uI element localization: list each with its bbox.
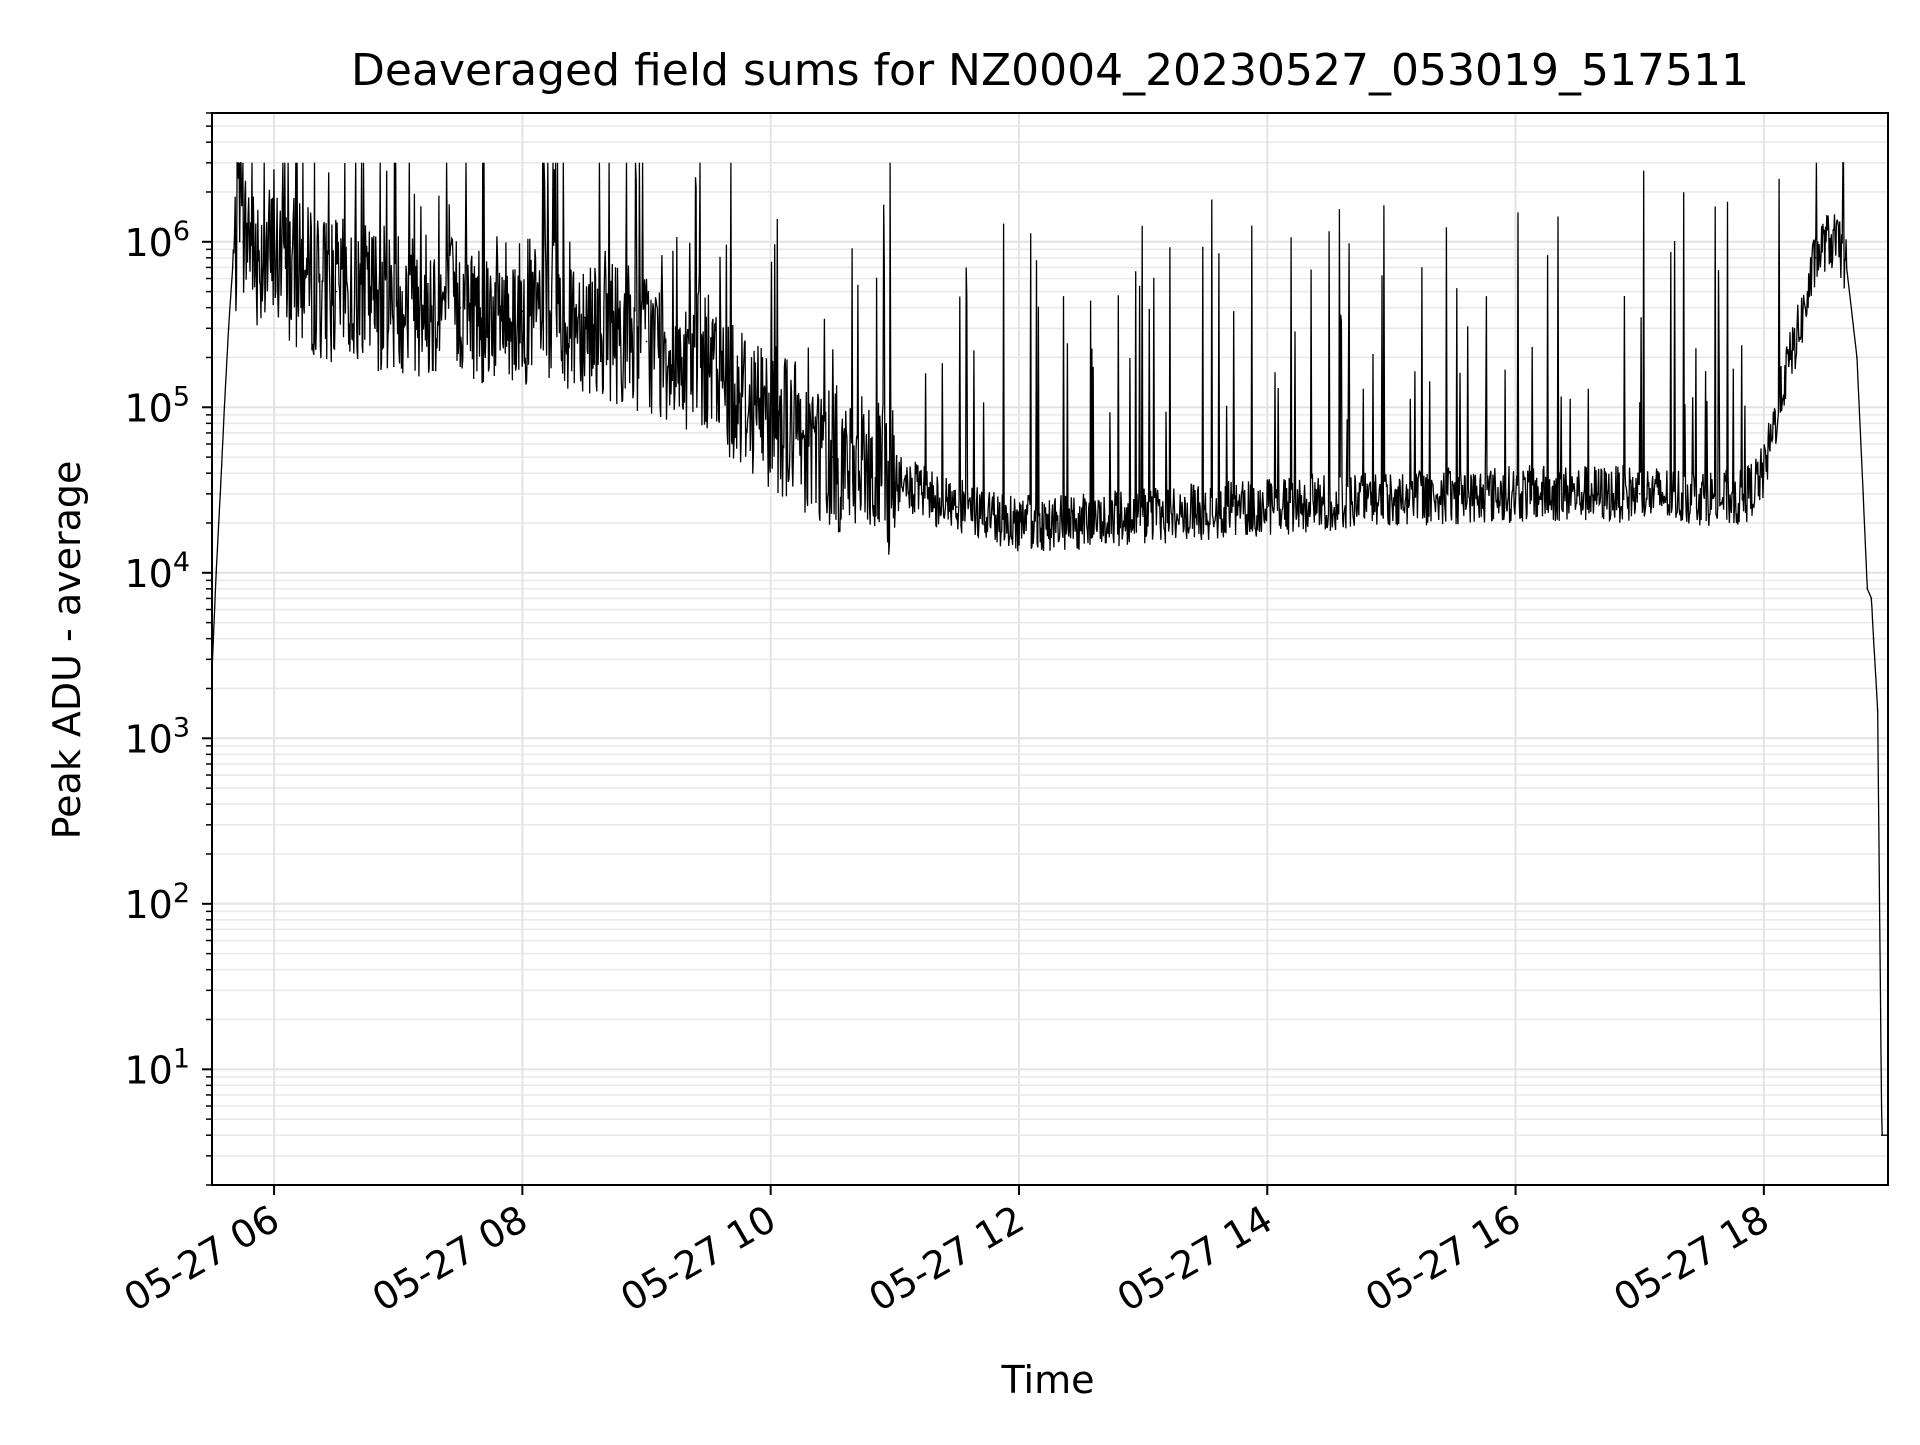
series-line <box>211 162 1888 1136</box>
data-point <box>894 481 896 484</box>
data-point <box>1142 515 1144 517</box>
data-point <box>1870 597 1873 600</box>
x-tick-label: 05-27 12 <box>861 1197 1031 1321</box>
series-layer <box>211 162 1889 1136</box>
labels-layer: 101 102 103 104 105 106 05-27 06 05-27 08 05-27 … <box>117 216 1777 1320</box>
data-point <box>1018 522 1020 524</box>
data-point <box>1856 356 1858 359</box>
x-tick-label: 05-27 14 <box>1110 1197 1280 1321</box>
data-point <box>397 298 400 300</box>
ticks-layer <box>202 112 1765 1195</box>
data-point <box>521 310 524 313</box>
major-grid <box>212 113 1888 1185</box>
data-point <box>645 340 648 343</box>
data-point <box>831 456 834 458</box>
y-tick-label: 102 <box>124 878 190 927</box>
data-point <box>1872 637 1875 640</box>
y-tick-label: 101 <box>124 1043 190 1092</box>
data-point <box>1638 493 1641 495</box>
y-tick-label: 103 <box>124 712 190 761</box>
data-point <box>252 248 255 251</box>
x-tick-label: 05-27 16 <box>1358 1197 1528 1321</box>
data-point <box>227 327 230 330</box>
data-point <box>1845 266 1848 269</box>
data-point <box>956 506 958 508</box>
data-point <box>459 306 462 309</box>
data-point <box>215 571 217 574</box>
data-point <box>223 406 226 409</box>
data-point <box>1825 240 1827 243</box>
data-point <box>1266 506 1269 508</box>
y-tick-label: 106 <box>124 216 190 265</box>
y-tick-label: 104 <box>124 547 190 596</box>
data-point <box>231 266 234 269</box>
data-point <box>1783 377 1786 379</box>
data-point <box>1804 306 1807 309</box>
data-point <box>1514 493 1517 495</box>
data-point <box>583 316 586 319</box>
data-point <box>1866 588 1869 590</box>
x-tick-label: 05-27 10 <box>613 1197 783 1321</box>
data-point <box>769 414 772 416</box>
x-tick-label: 05-27 08 <box>365 1197 535 1321</box>
data-point <box>1080 522 1082 524</box>
y-axis-label: Peak ADU - average <box>45 461 89 840</box>
x-axis-label: Time <box>1001 1358 1095 1402</box>
data-point <box>1390 497 1393 500</box>
data-point <box>707 368 710 370</box>
data-point <box>1742 497 1744 500</box>
data-point <box>1876 708 1879 710</box>
y-tick-label: 105 <box>124 381 190 430</box>
data-point <box>242 240 244 243</box>
data-point <box>1862 493 1864 495</box>
x-tick-label: 05-27 06 <box>117 1197 287 1321</box>
data-point <box>248 227 251 230</box>
data-point <box>335 290 337 293</box>
data-point <box>1763 472 1765 474</box>
data-point <box>273 257 275 259</box>
data-point <box>219 493 222 495</box>
minor-grid <box>212 112 1888 1186</box>
data-point <box>1835 240 1838 243</box>
data-point <box>1880 1134 1883 1136</box>
x-tick-label: 05-27 18 <box>1606 1197 1776 1321</box>
data-point <box>236 240 238 243</box>
data-point <box>1814 257 1817 259</box>
plot-frame <box>211 112 1889 1186</box>
data-point <box>304 277 306 280</box>
chart-title: Deaveraged field sums for NZ0004_2023052… <box>351 45 1749 96</box>
